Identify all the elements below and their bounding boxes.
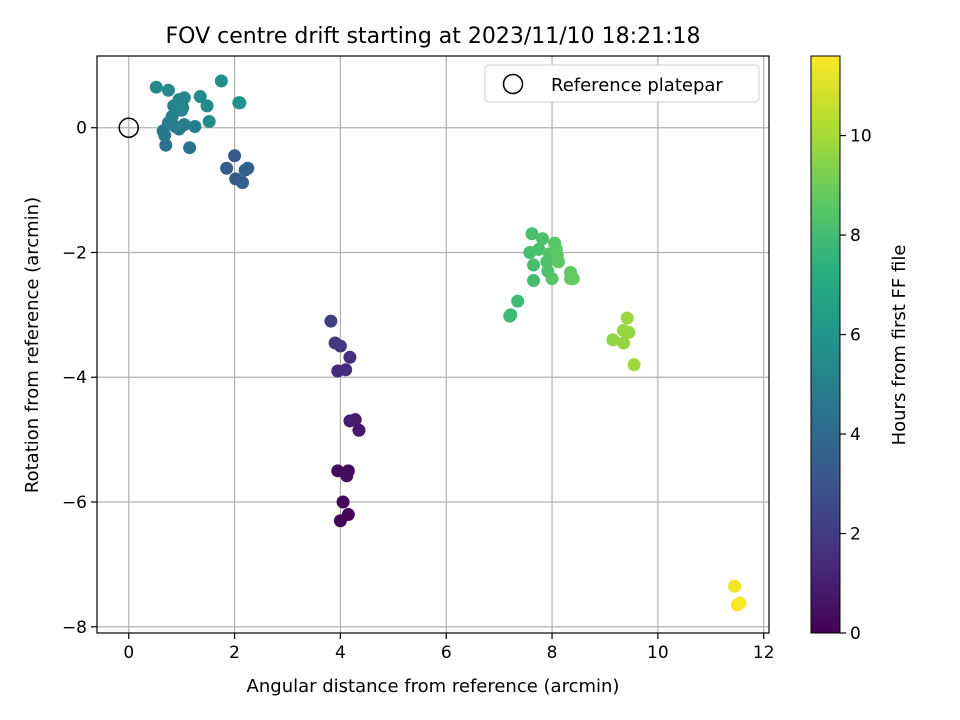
colorbar-tick-label: 8 (850, 226, 861, 246)
plot-frame (96, 55, 770, 634)
scatter-point (343, 350, 357, 364)
scatter-point (627, 358, 641, 372)
scatter-point (214, 74, 228, 88)
scatter-point (525, 227, 539, 241)
chart-title: FOV centre drift starting at 2023/11/10 … (166, 24, 701, 49)
x-tick-label: 4 (335, 643, 346, 663)
scatter-point (333, 339, 347, 353)
scatter-point (193, 90, 207, 104)
scatter-point (324, 314, 338, 328)
scatter-point (532, 242, 546, 256)
y-tick-label: 0 (76, 119, 87, 139)
x-tick-label: 6 (441, 643, 452, 663)
scatter-point (551, 255, 565, 269)
reference-platepar-marker (118, 117, 139, 138)
x-axis-ticks: 0 2 4 6 8 10 12 (123, 633, 775, 663)
scatter-point (176, 101, 190, 115)
scatter-point (728, 579, 742, 593)
y-tick-label: −4 (62, 368, 87, 388)
scatter-points (149, 74, 747, 612)
scatter-point (352, 423, 366, 437)
colorbar-tick-label: 6 (850, 326, 861, 346)
scatter-point (228, 149, 242, 163)
scatter-point (616, 336, 630, 350)
reference-marker-group (118, 117, 139, 138)
x-tick-label: 12 (753, 643, 775, 663)
scatter-point (159, 138, 173, 152)
y-tick-label: −6 (62, 493, 87, 513)
scatter-point (336, 495, 350, 509)
scatter-point (158, 128, 172, 142)
legend-entry-label: Reference platepar (551, 75, 723, 96)
scatter-point (177, 91, 191, 105)
colorbar-tick-label: 10 (850, 127, 872, 147)
colorbar-gradient (810, 55, 841, 634)
y-tick-label: −8 (62, 618, 87, 638)
scatter-point (504, 308, 518, 322)
scatter-point (161, 83, 175, 97)
colorbar-tick-label: 2 (850, 525, 861, 545)
scatter-point (343, 414, 357, 428)
scatter-point (620, 311, 634, 325)
scatter-point (545, 272, 559, 286)
scatter-point (527, 258, 541, 272)
y-tick-label: −2 (62, 243, 87, 263)
x-tick-label: 10 (647, 643, 669, 663)
x-tick-label: 0 (123, 643, 134, 663)
legend-box (484, 64, 760, 103)
grid-lines (97, 56, 769, 633)
scatter-point (220, 161, 234, 175)
scatter-point (165, 110, 179, 124)
scatter-point (341, 507, 355, 521)
colorbar-label: Hours from first FF file (889, 245, 910, 446)
scatter-point (511, 294, 525, 308)
scatter-point (606, 333, 620, 347)
legend-marker-icon (502, 73, 524, 95)
scatter-point (241, 161, 255, 175)
legend: Reference platepar (484, 64, 760, 103)
x-tick-label: 8 (547, 643, 558, 663)
scatter-point (340, 469, 354, 483)
x-tick-label: 2 (229, 643, 240, 663)
scatter-point (566, 272, 580, 286)
scatter-point (536, 232, 550, 246)
scatter-point (149, 80, 163, 94)
scatter-point (188, 119, 202, 133)
scatter-point (236, 176, 250, 190)
x-axis-label: Angular distance from reference (arcmin) (247, 676, 620, 697)
scatter-point (733, 596, 747, 610)
colorbar: 0 2 4 6 8 10 Hours from first FF file (810, 55, 910, 644)
scatter-point (622, 325, 636, 339)
scatter-point (233, 96, 247, 110)
colorbar-tick-label: 0 (850, 624, 861, 644)
colorbar-tick-label: 4 (850, 425, 861, 445)
y-axis-ticks: 0 −2 −4 −6 −8 (62, 119, 97, 638)
scatter-point (183, 141, 197, 155)
scatter-point (177, 118, 191, 132)
scatter-point (339, 363, 353, 377)
scatter-point (527, 274, 541, 288)
scatter-point (200, 99, 214, 113)
colorbar-ticks: 0 2 4 6 8 10 (840, 127, 872, 644)
y-axis-label: Rotation from reference (arcmin) (22, 197, 43, 493)
scatter-point (202, 114, 216, 128)
